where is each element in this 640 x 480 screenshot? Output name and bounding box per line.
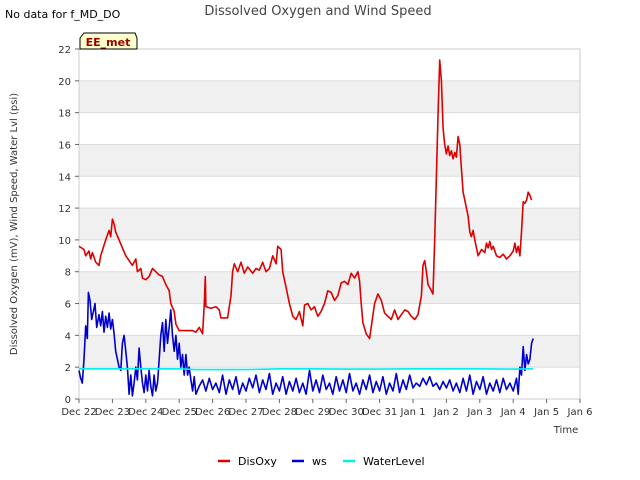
series-line-ws [78,291,534,397]
y-tick-label: 0 [65,395,71,406]
legend: DisOxy ws WaterLevel [218,455,425,468]
x-tick-label: Dec 27 [228,407,263,418]
x-tick-label: Dec 29 [295,407,330,418]
x-tick-label: Dec 30 [329,407,364,418]
y-tick-label: 6 [65,300,71,311]
y-tick-label: 8 [65,268,71,279]
plot-bands [79,80,580,368]
x-tick-label: Dec 22 [61,407,96,418]
plot-band [79,335,580,368]
x-tick-label: Dec 31 [362,407,397,418]
x-tick-label: Dec 25 [162,407,197,418]
y-tick-label: 20 [58,77,71,88]
series-line-disoxy [78,59,533,340]
x-tick-label: Jan 3 [466,407,492,418]
plot-band [79,80,580,113]
y-tick-label: 10 [58,236,71,247]
y-tick-label: 16 [58,140,71,151]
plot-band [79,208,580,240]
x-tick-label: Jan 2 [433,407,459,418]
x-tick-label: Jan 6 [567,407,593,418]
station-badge: EE_met [79,32,138,50]
y-tick-label: 4 [65,331,71,342]
legend-label-disoxy: DisOxy [238,455,277,468]
legend-label-waterlevel: WaterLevel [363,455,425,468]
x-tick-label: Dec 23 [95,407,130,418]
station-badge-label: EE_met [86,36,131,49]
x-axis-label: Time [553,425,578,436]
series-lines [78,59,534,397]
plot-band [79,271,580,304]
x-tick-label: Jan 4 [500,407,526,418]
station-badge-shape [79,32,138,50]
y-tick-label: 12 [58,204,71,215]
y-tick-label: 22 [58,45,71,56]
y-tick-label: 18 [58,109,71,120]
x-tick-label: Dec 28 [262,407,297,418]
y-tick-label: 2 [65,363,71,374]
legend-label-ws: ws [312,455,327,468]
x-tick-label: Dec 26 [195,407,230,418]
x-tick-label: Jan 1 [400,407,426,418]
no-data-note: No data for f_MD_DO [5,8,121,21]
plot-frame [78,48,581,400]
y-axis-label: Dissolved Oxygen (mV), Wind Speed, Water… [9,93,20,355]
y-tick-label: 14 [58,172,71,183]
x-tick-label: Jan 5 [533,407,559,418]
plot-band [79,144,580,177]
x-tick-label: Dec 24 [128,407,163,418]
chart-title: Dissolved Oxygen and Wind Speed [204,4,431,19]
series-line-waterlevel [79,368,534,371]
